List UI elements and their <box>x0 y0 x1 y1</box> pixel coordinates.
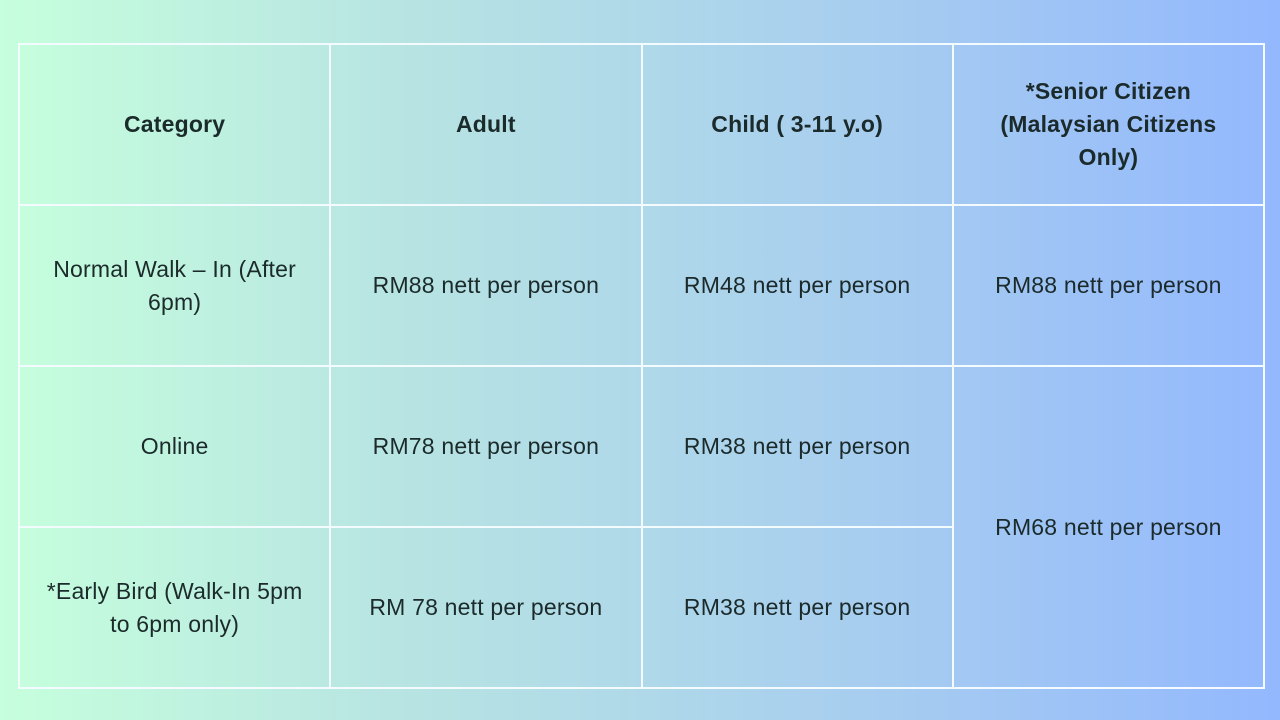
cell-adult-price: RM88 nett per person <box>329 204 643 367</box>
cell-category: *Early Bird (Walk-In 5pm to 6pm only) <box>17 526 332 689</box>
pricing-table: Category Adult Child ( 3-11 y.o) *Senior… <box>17 43 1266 689</box>
cell-child-price: RM38 nett per person <box>640 526 954 689</box>
header-category: Category <box>17 43 332 206</box>
table-row-normal-walk-in: Normal Walk – In (After 6pm) RM88 nett p… <box>17 204 1266 367</box>
cell-category: Online <box>17 365 332 528</box>
header-senior-citizen: *Senior Citizen (Malaysian Citizens Only… <box>951 43 1266 206</box>
cell-child-price: RM48 nett per person <box>640 204 954 367</box>
header-child: Child ( 3-11 y.o) <box>640 43 954 206</box>
header-adult: Adult <box>329 43 643 206</box>
table-row-early-bird: *Early Bird (Walk-In 5pm to 6pm only) RM… <box>17 526 1264 689</box>
cell-category: Normal Walk – In (After 6pm) <box>17 204 332 367</box>
cell-child-price: RM38 nett per person <box>640 365 954 528</box>
cell-senior-price-merged: RM68 nett per person <box>951 365 1266 689</box>
cell-senior-price: RM88 nett per person <box>951 204 1266 367</box>
cell-adult-price: RM 78 nett per person <box>329 526 643 689</box>
table-row-online: Online RM78 nett per person RM38 nett pe… <box>17 365 1266 689</box>
table-header-row: Category Adult Child ( 3-11 y.o) *Senior… <box>17 43 1266 206</box>
cell-adult-price: RM78 nett per person <box>329 365 643 528</box>
